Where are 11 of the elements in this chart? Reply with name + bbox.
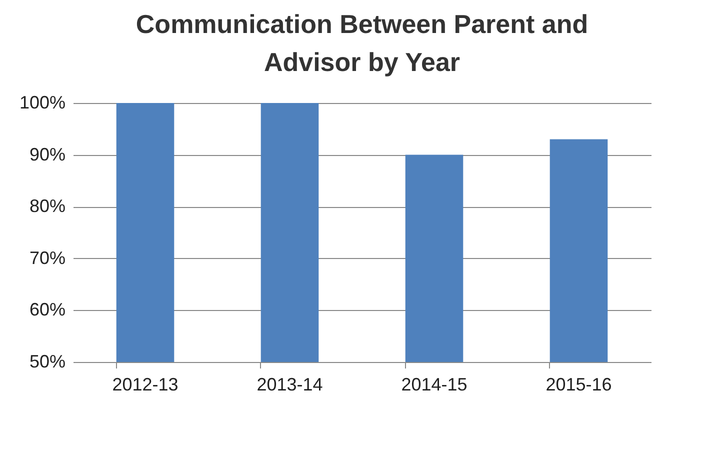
y-tick-label: 60% <box>29 300 66 320</box>
y-tick-label: 70% <box>29 248 66 268</box>
x-tick-label: 2013-14 <box>256 374 323 394</box>
x-tick-label: 2012-13 <box>112 374 178 394</box>
y-tick-label: 50% <box>29 352 66 372</box>
x-tick-label: 2015-16 <box>546 374 612 394</box>
x-tick-label: 2014-15 <box>401 374 468 394</box>
y-tick-label: 90% <box>29 144 66 164</box>
y-tick-label: 100% <box>19 92 66 112</box>
chart-title: Communication Between Parent and Advisor by Year <box>136 9 588 77</box>
y-tick-label: 80% <box>29 196 66 216</box>
